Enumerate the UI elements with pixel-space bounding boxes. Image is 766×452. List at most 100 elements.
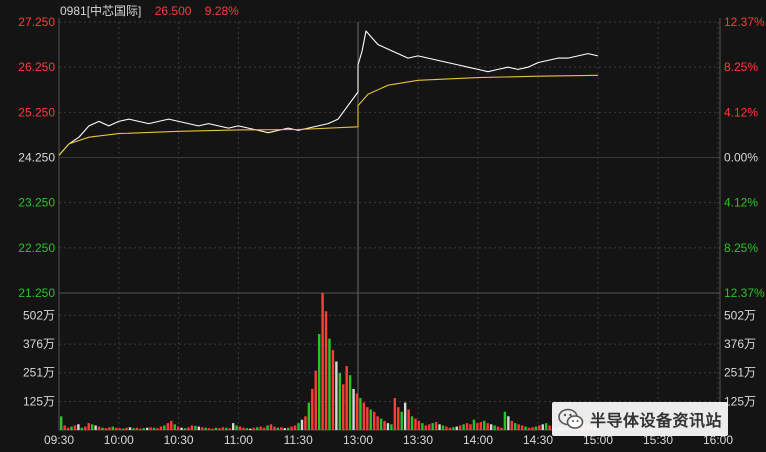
volume-bar <box>118 428 121 430</box>
volume-bar <box>376 416 379 430</box>
volume-bar <box>283 428 286 430</box>
price-tick-label: 24.250 <box>18 151 55 165</box>
volume-bar <box>135 427 139 430</box>
volume-bar <box>496 426 500 430</box>
price-lines <box>58 30 599 156</box>
volume-bar <box>121 428 125 430</box>
volume-bar <box>407 409 410 430</box>
volume-bar <box>152 427 156 430</box>
volume-bar <box>441 425 445 430</box>
volume-bar <box>60 416 63 430</box>
time-tick-label: 14:00 <box>463 433 493 447</box>
volume-bar <box>328 338 331 430</box>
price-tick-label: 21.250 <box>18 286 55 300</box>
volume-tick-label: 125万 <box>724 394 756 408</box>
volume-bar <box>80 427 84 430</box>
volume-bar <box>469 424 472 430</box>
volume-bar <box>269 424 273 430</box>
volume-bar <box>256 427 259 430</box>
volume-bar <box>342 384 345 430</box>
volume-bar <box>383 420 386 430</box>
volume-bar <box>170 420 173 430</box>
volume-bar <box>520 425 524 430</box>
percent-tick-label: 8.25% <box>724 241 758 255</box>
volume-bar <box>421 423 424 430</box>
volume-tick-label: 125万 <box>23 394 55 408</box>
volume-tick-label: 502万 <box>724 308 756 322</box>
watermark: 半导体设备资讯站 <box>552 402 729 436</box>
volume-bar <box>541 424 544 430</box>
volume-bar <box>183 428 187 430</box>
percent-tick-label: 4.12% <box>724 105 758 119</box>
volume-bar <box>486 423 489 430</box>
price-line <box>58 30 599 156</box>
volume-bar <box>458 425 462 430</box>
volume-bar <box>115 427 118 430</box>
volume-bar <box>517 424 520 430</box>
volume-bar <box>500 427 503 430</box>
volume-bar <box>324 311 328 430</box>
volume-bar <box>297 423 300 430</box>
volume-bar <box>228 428 231 430</box>
volume-bar <box>331 350 335 430</box>
volume-bar <box>190 425 194 430</box>
volume-bar <box>252 427 256 430</box>
volume-bar <box>369 409 372 430</box>
percent-tick-label: 8.25% <box>724 60 758 74</box>
volume-bar <box>218 428 221 430</box>
time-axis: 09:30 10:00 10:30 11:00 11:30 13:00 13:30 14:00… <box>44 433 733 447</box>
volume-bar <box>307 402 311 430</box>
volume-bar <box>149 427 152 430</box>
volume-bar <box>63 425 66 430</box>
volume-bar <box>452 427 455 430</box>
volume-bar <box>132 428 135 430</box>
time-tick-label: 11:00 <box>224 433 253 447</box>
volume-bar <box>507 416 510 430</box>
time-tick-label: 14:30 <box>523 433 553 447</box>
chart-grid <box>58 18 721 431</box>
volume-bar <box>125 427 128 430</box>
volume-bar <box>194 425 197 430</box>
volume-bar <box>211 428 214 430</box>
volume-bar <box>514 423 517 430</box>
volume-bar <box>111 426 114 430</box>
time-tick-label: 11:30 <box>284 433 313 447</box>
volume-bar <box>544 423 548 430</box>
volume-bar <box>493 425 496 430</box>
volume-bar <box>259 426 262 430</box>
volume-bar <box>145 427 149 430</box>
last-price: 26.500 <box>154 4 192 18</box>
volume-bar <box>431 423 434 430</box>
volume-bar <box>197 426 200 430</box>
time-tick-label: 16:00 <box>703 433 733 447</box>
watermark-text: 半导体设备资讯站 <box>590 411 723 430</box>
price-tick-label: 22.250 <box>18 241 55 255</box>
time-tick-label: 10:00 <box>104 433 134 447</box>
time-tick-label: 13:30 <box>403 433 433 447</box>
volume-bar <box>489 424 493 430</box>
volume-bar <box>90 424 94 430</box>
percent-tick-label: 12.37% <box>724 15 765 29</box>
volume-bar <box>87 423 90 430</box>
volume-bar <box>362 402 366 430</box>
volume-tick-label: 251万 <box>23 366 55 380</box>
volume-tick-label: 376万 <box>23 337 55 351</box>
volume-bar <box>101 427 104 430</box>
volume-bar <box>187 427 190 430</box>
volume-bars <box>60 293 599 430</box>
change-percent: 9.28% <box>204 4 239 18</box>
volume-bar <box>465 423 469 430</box>
volume-bar <box>372 411 376 430</box>
volume-bar <box>424 425 427 430</box>
volume-bar <box>476 423 479 430</box>
percent-tick-label: 12.37% <box>724 286 765 300</box>
volume-tick-label: 251万 <box>724 366 756 380</box>
volume-tick-label: 376万 <box>724 337 756 351</box>
volume-bar <box>390 424 393 430</box>
volume-bar <box>139 428 142 430</box>
volume-bar <box>94 425 97 430</box>
volume-bar <box>159 426 163 430</box>
volume-bar <box>524 426 527 430</box>
time-tick-label: 15:30 <box>643 433 673 447</box>
